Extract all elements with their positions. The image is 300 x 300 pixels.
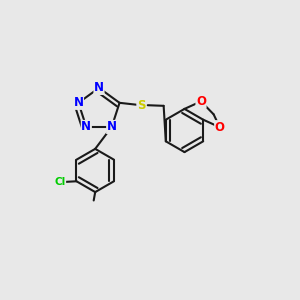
Text: Cl: Cl	[54, 177, 66, 187]
Text: N: N	[107, 121, 117, 134]
Text: O: O	[196, 95, 206, 108]
Text: S: S	[137, 99, 146, 112]
Text: O: O	[215, 121, 225, 134]
Text: N: N	[81, 121, 91, 134]
Text: N: N	[94, 81, 104, 94]
Text: N: N	[74, 96, 83, 109]
